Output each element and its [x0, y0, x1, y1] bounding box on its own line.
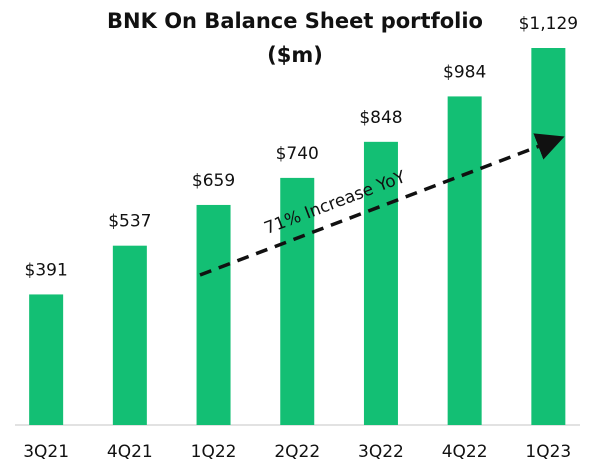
value-label: $984	[443, 62, 486, 82]
bar	[531, 48, 566, 425]
bar	[447, 96, 482, 426]
value-label: $740	[276, 144, 319, 164]
bar	[29, 294, 64, 425]
bar	[363, 141, 398, 426]
x-tick-label: 3Q22	[358, 442, 404, 462]
bar	[196, 204, 231, 425]
bar	[112, 245, 147, 425]
x-tick-label: 3Q21	[23, 442, 69, 462]
value-label: $1,129	[519, 14, 578, 34]
bar	[280, 177, 315, 425]
value-label: $848	[359, 108, 402, 128]
value-label: $391	[25, 260, 68, 280]
x-tick-label: 1Q23	[525, 442, 571, 462]
x-tick-label: 4Q22	[442, 442, 488, 462]
value-label: $537	[108, 212, 151, 232]
x-tick-label: 4Q21	[107, 442, 153, 462]
x-tick-label: 1Q22	[191, 442, 237, 462]
trend-arrow	[199, 133, 565, 277]
chart-title: BNK On Balance Sheet portfolio ($m)	[107, 9, 483, 67]
value-label: $659	[192, 171, 235, 191]
x-tick-label: 2Q22	[274, 442, 320, 462]
